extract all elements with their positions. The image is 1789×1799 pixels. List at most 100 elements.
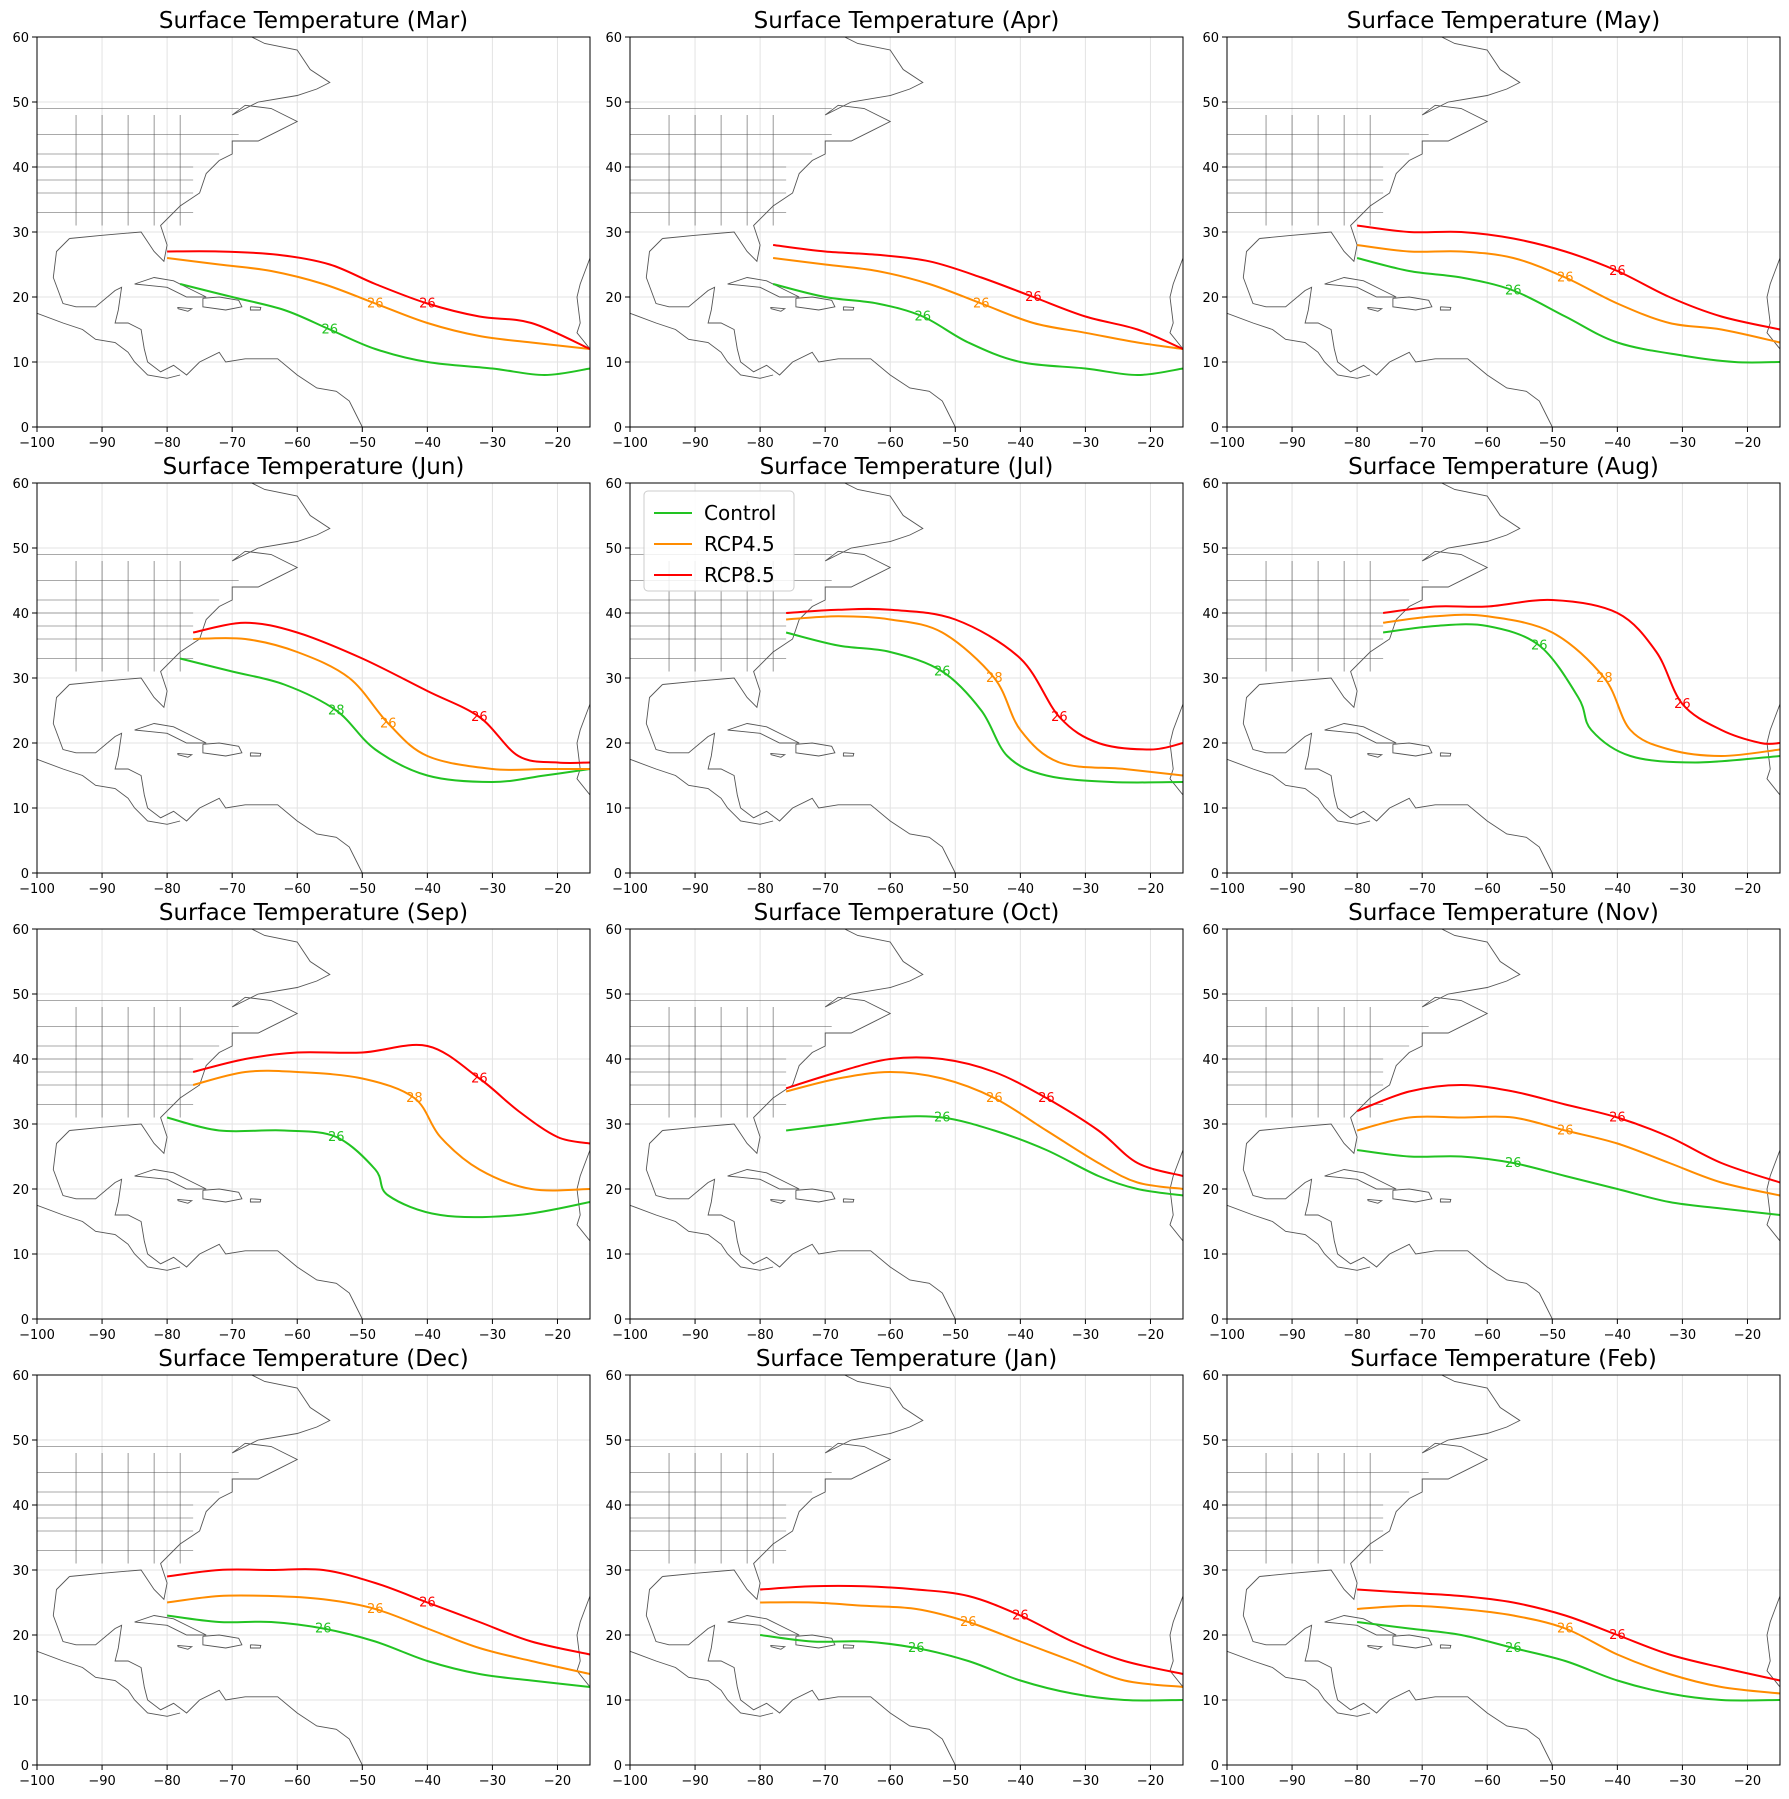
- coastline-coastline: [1259, 929, 1521, 1155]
- contour-rcp45: [166, 1594, 590, 1675]
- y-tick-label: 50: [12, 542, 29, 557]
- island-cuba: [727, 1615, 800, 1636]
- x-tick-label: −90: [681, 882, 708, 897]
- coastline-pacific_coast: [1227, 1650, 1371, 1717]
- island-hispaniola: [202, 296, 243, 311]
- contour-label: 26: [1531, 639, 1548, 654]
- y-tick-label: 50: [1202, 1434, 1219, 1449]
- panel-title: Surface Temperature (Apr): [754, 8, 1060, 34]
- y-tick-label: 30: [605, 1564, 622, 1579]
- y-tick-label: 0: [614, 1313, 622, 1328]
- map-outline: [1227, 37, 1780, 427]
- contour-rcp85: [785, 1056, 1183, 1177]
- contour-label: 26: [1557, 1622, 1574, 1637]
- x-tick-label: −80: [153, 1774, 180, 1789]
- x-tick-label: −100: [612, 882, 648, 897]
- x-tick-label: −30: [1072, 1774, 1099, 1789]
- coastline-gulf_coast: [1242, 1576, 1553, 1765]
- contour-rcp85: [1356, 1083, 1780, 1184]
- contour-control: [759, 1634, 1183, 1702]
- y-tick-label: 30: [12, 1118, 29, 1133]
- contour-rcp85: [166, 1568, 590, 1656]
- y-tick-label: 30: [1202, 1564, 1219, 1579]
- y-tick-label: 30: [1202, 226, 1219, 241]
- legend-label: RCP4.5: [704, 532, 775, 556]
- x-tick-label: −60: [284, 1774, 311, 1789]
- contour-rcp45: [785, 1070, 1183, 1190]
- island-cuba: [1324, 723, 1397, 744]
- coastline-coastline: [662, 483, 924, 709]
- island-hispaniola: [795, 1188, 836, 1203]
- island-puerto_rico: [842, 752, 855, 757]
- y-tick-label: 0: [1211, 867, 1219, 882]
- contour-label: 26: [367, 1602, 384, 1617]
- contour-label: 28: [1596, 671, 1613, 686]
- x-tick-label: −20: [1734, 436, 1761, 451]
- x-tick-label: −90: [681, 436, 708, 451]
- contour-label: 26: [1609, 1111, 1626, 1126]
- contour-label: 28: [406, 1091, 423, 1106]
- island-puerto_rico: [842, 1644, 855, 1649]
- x-tick-label: −20: [1137, 436, 1164, 451]
- island-puerto_rico: [1439, 306, 1452, 311]
- y-tick-label: 30: [1202, 1118, 1219, 1133]
- y-tick-label: 60: [12, 31, 29, 46]
- x-tick-label: −20: [1734, 882, 1761, 897]
- x-tick-label: −40: [414, 882, 441, 897]
- coastline-africa: [1766, 257, 1780, 362]
- coastline-coastline: [69, 1375, 331, 1601]
- coastline-gulf_coast: [645, 684, 956, 873]
- y-tick-label: 40: [605, 161, 622, 176]
- y-tick-label: 10: [1202, 1694, 1219, 1709]
- coastline-pacific_coast: [630, 758, 774, 825]
- x-tick-label: −70: [218, 882, 245, 897]
- map-outline: [1227, 1375, 1780, 1765]
- y-tick-label: 60: [12, 923, 29, 938]
- y-tick-label: 20: [605, 291, 622, 306]
- x-tick-label: −20: [544, 1774, 571, 1789]
- coastline-pacific_coast: [630, 312, 774, 379]
- y-tick-label: 0: [1211, 1759, 1219, 1774]
- contour-label: 26: [367, 297, 384, 312]
- contour-control: [772, 283, 1183, 377]
- contour-label: 26: [908, 1641, 925, 1656]
- x-tick-label: −70: [1408, 436, 1435, 451]
- coastline-gulf_coast: [52, 1130, 363, 1319]
- x-tick-label: −20: [1137, 1774, 1164, 1789]
- x-tick-label: −60: [284, 882, 311, 897]
- map-outline: [630, 37, 1183, 427]
- coastline-pacific_coast: [37, 1650, 181, 1717]
- y-tick-label: 0: [614, 421, 622, 436]
- contour-rcp85: [167, 250, 590, 350]
- x-tick-label: −20: [1137, 882, 1164, 897]
- island-jamaica: [770, 1644, 787, 1650]
- x-tick-label: −50: [942, 1774, 969, 1789]
- island-cuba: [134, 723, 207, 744]
- y-tick-label: 60: [605, 477, 622, 492]
- island-puerto_rico: [249, 1198, 262, 1203]
- map-outline: [630, 1375, 1183, 1765]
- x-tick-label: −80: [153, 882, 180, 897]
- contour-rcp45: [1356, 244, 1780, 344]
- y-tick-label: 50: [605, 542, 622, 557]
- panel-4: Surface Temperature (Jul) 26 28 26 −100 −90 −8…: [605, 454, 1184, 897]
- x-tick-label: −100: [19, 1774, 55, 1789]
- contour-label: 26: [934, 1111, 951, 1126]
- coastline-pacific_coast: [1227, 1204, 1371, 1271]
- contour-label: 26: [1038, 1091, 1055, 1106]
- coastline-pacific_coast: [37, 1204, 181, 1271]
- island-hispaniola: [1392, 1188, 1433, 1203]
- x-tick-label: −60: [284, 436, 311, 451]
- map-outline: [37, 483, 590, 873]
- x-tick-label: −80: [746, 1774, 773, 1789]
- x-tick-label: −100: [1209, 882, 1245, 897]
- contour-label: 26: [1025, 290, 1042, 305]
- x-tick-label: −90: [88, 882, 115, 897]
- contour-rcp45: [1357, 1604, 1780, 1695]
- x-tick-label: −90: [88, 436, 115, 451]
- contour-rcp85: [1356, 224, 1780, 331]
- y-tick-label: 30: [605, 1118, 622, 1133]
- x-tick-label: −100: [19, 882, 55, 897]
- coastline-gulf_coast: [1242, 238, 1553, 427]
